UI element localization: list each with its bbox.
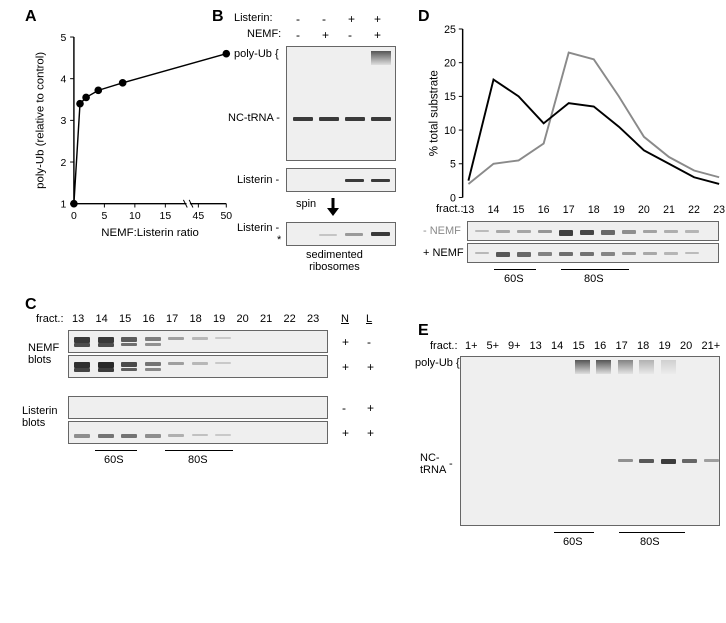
svg-text:% total substrate: % total substrate [429, 70, 441, 156]
svg-text:20: 20 [444, 58, 456, 70]
svg-text:5: 5 [60, 33, 66, 44]
e-80s-line [619, 532, 685, 533]
star-label: * [277, 234, 281, 246]
listerin-label-b1: Listerin - [237, 174, 279, 186]
panel-d-chart: 05101520251314151617181920212223% total … [428, 14, 726, 224]
panel-b-gel-sedimented [286, 222, 396, 246]
svg-text:23: 23 [713, 204, 725, 216]
svg-text:22: 22 [688, 204, 700, 216]
nc-trna-label-e: NC- tRNA [420, 452, 446, 476]
nc-trna-label-b: NC-tRNA - [228, 112, 280, 124]
plus-nemf-label: + NEMF [423, 247, 464, 259]
panel-b-gel-listerin [286, 168, 396, 192]
svg-text:NEMF:Listerin ratio: NEMF:Listerin ratio [101, 227, 199, 239]
c-80s-label: 80S [188, 454, 208, 466]
svg-text:poly-Ub (relative to control): poly-Ub (relative to control) [34, 52, 46, 189]
fract-label-e: fract.: [430, 340, 458, 352]
c-gel-1 [68, 330, 328, 353]
svg-text:4: 4 [60, 75, 66, 86]
nemf-row-label: NEMF: [247, 28, 281, 40]
sedimented-label: sedimented ribosomes [306, 249, 363, 273]
svg-text:15: 15 [513, 204, 525, 216]
svg-text:18: 18 [588, 204, 600, 216]
col-l-label: L [366, 313, 372, 325]
e-80s-label: 80S [640, 536, 660, 548]
listerin-row-label: Listerin: [234, 12, 273, 24]
svg-text:20: 20 [638, 204, 650, 216]
svg-text:25: 25 [444, 24, 456, 36]
svg-text:19: 19 [613, 204, 625, 216]
fract-label-d: fract.: [436, 203, 464, 215]
c-gel-4 [68, 421, 328, 444]
svg-text:3: 3 [60, 116, 66, 127]
d-60s-line [494, 269, 536, 270]
spin-label: spin [296, 198, 316, 210]
panel-d-gel-minus [467, 221, 719, 241]
polyub-label-e: poly-Ub { [415, 357, 460, 369]
panel-e-gel [460, 356, 720, 526]
panel-b-gel-main [286, 46, 396, 161]
svg-text:17: 17 [563, 204, 575, 216]
svg-text:13: 13 [463, 204, 475, 216]
svg-text:5: 5 [101, 211, 107, 222]
panel-e-label: E [418, 322, 429, 340]
panel-a-chart: 123450510154550poly-Ub (relative to cont… [32, 20, 232, 255]
svg-text:2: 2 [60, 158, 66, 169]
d-60s-label: 60S [504, 273, 524, 285]
polyub-label-b: poly-Ub { [234, 48, 279, 60]
c-80s-line [165, 450, 233, 451]
svg-text:15: 15 [444, 91, 456, 103]
minus-nemf-label: - NEMF [423, 225, 461, 237]
e-60s-line [554, 532, 594, 533]
listerin-label-b2: Listerin - [237, 222, 279, 234]
svg-text:10: 10 [444, 125, 456, 137]
panel-d-gel-plus [467, 243, 719, 263]
c-60s-line [95, 450, 137, 451]
e-60s-label: 60S [563, 536, 583, 548]
svg-text:10: 10 [129, 211, 141, 222]
col-n-label: N [341, 313, 349, 325]
nemf-blots-label: NEMF blots [28, 342, 59, 366]
spin-arrow-icon [324, 196, 342, 218]
listerin-blots-label: Listerin blots [22, 405, 57, 429]
d-80s-line [561, 269, 629, 270]
svg-text:5: 5 [450, 159, 456, 171]
svg-text:0: 0 [71, 211, 77, 222]
svg-text:15: 15 [160, 211, 172, 222]
c-gel-3 [68, 396, 328, 419]
c-60s-label: 60S [104, 454, 124, 466]
svg-text:14: 14 [488, 204, 500, 216]
panel-b-label: B [212, 8, 224, 26]
svg-text:45: 45 [193, 211, 205, 222]
fract-label-c: fract.: [36, 313, 64, 325]
panel-c-label: C [25, 296, 37, 314]
svg-text:21: 21 [663, 204, 675, 216]
svg-text:50: 50 [220, 211, 232, 222]
svg-text:16: 16 [538, 204, 550, 216]
svg-text:1: 1 [60, 199, 66, 210]
d-80s-label: 80S [584, 273, 604, 285]
c-gel-2 [68, 355, 328, 378]
